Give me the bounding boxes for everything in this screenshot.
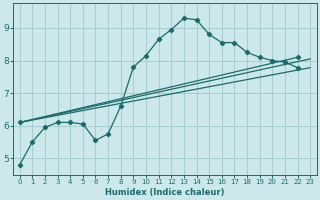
X-axis label: Humidex (Indice chaleur): Humidex (Indice chaleur) — [105, 188, 225, 197]
